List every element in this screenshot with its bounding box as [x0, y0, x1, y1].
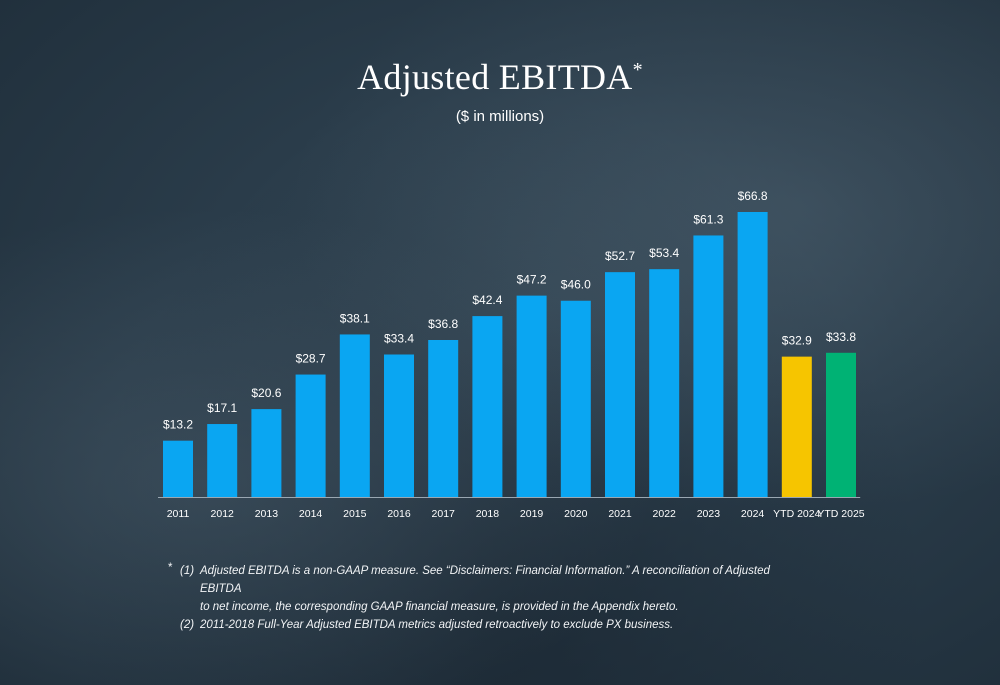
x-tick-label: YTD 2025 [817, 508, 864, 520]
bar-ytd-2025 [826, 352, 856, 497]
x-tick-label: 2017 [432, 508, 456, 520]
x-tick-label: YTD 2024 [773, 508, 820, 520]
x-tick-label: 2011 [167, 508, 190, 520]
footnote-star: * [168, 562, 173, 574]
data-label: $52.7 [605, 249, 635, 263]
bar-2014 [295, 374, 326, 497]
bar-2020 [560, 300, 591, 497]
data-label: $66.8 [738, 189, 768, 203]
data-label: $47.2 [517, 273, 547, 287]
bar-2023 [693, 235, 724, 497]
x-tick-label: 2023 [697, 508, 721, 520]
data-label: $42.4 [472, 293, 502, 307]
data-label: $33.4 [384, 332, 414, 346]
footnote-1-line2: to net income, the corresponding GAAP fi… [200, 601, 679, 613]
data-label: $61.3 [693, 212, 723, 226]
x-tick-label: 2014 [299, 508, 323, 520]
data-label: $53.4 [649, 246, 679, 260]
data-label: $38.1 [340, 311, 370, 325]
x-tick-label: 2016 [387, 508, 411, 520]
data-label: $13.2 [163, 418, 193, 432]
x-tick-label: 2021 [608, 508, 632, 520]
bar-ytd-2024 [781, 356, 812, 497]
page-title: Adjusted EBITDA* [0, 56, 1000, 98]
bar-2024 [737, 212, 768, 497]
page-subtitle: ($ in millions) [455, 108, 545, 125]
x-tick-label: 2019 [520, 508, 544, 520]
x-tick-label: 2020 [564, 508, 588, 520]
data-label: $20.6 [251, 386, 281, 400]
data-label: $17.1 [207, 401, 237, 415]
footnote-1-line1: Adjusted EBITDA is a non-GAAP measure. S… [200, 565, 770, 595]
footnote-2-number: (2) [180, 619, 195, 631]
footnote-1: * (1) Adjusted EBITDA is a non-GAAP meas… [168, 562, 808, 598]
x-tick-label: 2015 [343, 508, 367, 520]
bar-2015 [339, 334, 370, 497]
footnote-1-number: (1) [180, 565, 195, 577]
bar-2018 [472, 316, 503, 497]
data-label: $46.0 [561, 278, 591, 292]
data-label: $28.7 [296, 352, 326, 366]
bar-2013 [251, 409, 282, 497]
bar-2021 [605, 272, 635, 497]
bar-2019 [516, 295, 547, 497]
bar-2017 [428, 339, 459, 497]
bar-2022 [649, 269, 680, 497]
data-label: $32.9 [782, 334, 812, 348]
footnote-2: (2) 2011-2018 Full-Year Adjusted EBITDA … [168, 616, 808, 634]
data-label: $36.8 [428, 317, 458, 331]
bar-2011 [163, 440, 193, 497]
title-text: Adjusted EBITDA [357, 57, 633, 97]
x-tick-label: 2012 [211, 508, 235, 520]
x-tick-label: 2013 [255, 508, 279, 520]
title-footnote-mark: * [632, 59, 643, 81]
x-tick-label: 2018 [476, 508, 500, 520]
x-tick-label: 2022 [653, 508, 677, 520]
footnotes: * (1) Adjusted EBITDA is a non-GAAP meas… [168, 562, 808, 634]
x-tick-label: 2024 [741, 508, 765, 520]
bar-2016 [384, 354, 414, 497]
footnote-2-text: 2011-2018 Full-Year Adjusted EBITDA metr… [200, 619, 674, 631]
bar-2012 [207, 424, 238, 497]
data-label: $33.8 [826, 330, 856, 344]
